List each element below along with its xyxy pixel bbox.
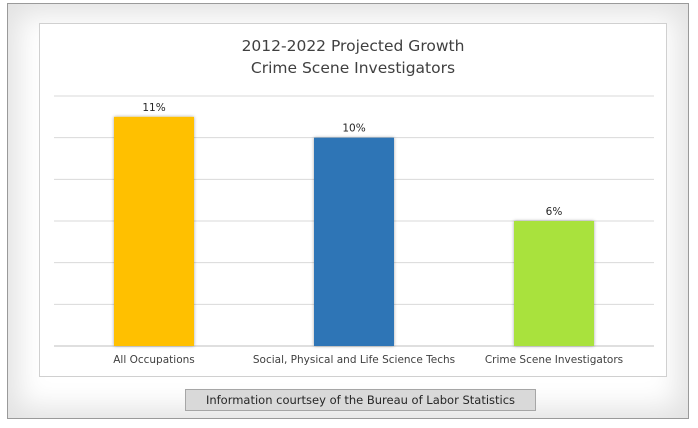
- bar-chart: 11% All Occupations 10% Social, Physical an…: [54, 95, 654, 366]
- category-label-1: All Occupations: [113, 354, 195, 366]
- chart-frame: 2012-2022 Projected Growth Crime Scene I…: [7, 3, 689, 419]
- category-label-3: Crime Scene Investigators: [485, 354, 623, 366]
- category-label-2: Social, Physical and Life Science Techs: [253, 354, 455, 366]
- bar-2: [314, 137, 394, 346]
- bar-1: [114, 116, 194, 346]
- data-label-1: 11%: [142, 102, 165, 114]
- chart-area: 2012-2022 Projected Growth Crime Scene I…: [39, 23, 667, 377]
- data-label-3: 6%: [546, 206, 563, 218]
- credit-caption: Information courtsey of the Bureau of La…: [185, 389, 536, 411]
- data-label-2: 10%: [342, 123, 365, 135]
- chart-title-line-2: Crime Scene Investigators: [250, 59, 456, 77]
- bar-3: [514, 221, 594, 346]
- chart-title-line-1: 2012-2022 Projected Growth: [241, 37, 465, 55]
